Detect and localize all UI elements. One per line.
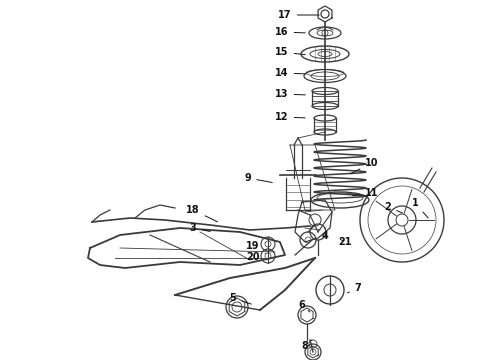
Text: 13: 13 [275,89,305,99]
Text: 8: 8 [301,340,312,351]
Text: 16: 16 [275,27,305,37]
Text: 4: 4 [321,228,328,241]
Text: 5: 5 [230,293,251,304]
Text: 1: 1 [412,198,428,218]
Text: 15: 15 [275,47,305,57]
Text: 2: 2 [385,202,402,213]
Text: 7: 7 [347,283,362,293]
Text: 11: 11 [353,188,379,198]
Text: 20: 20 [246,252,265,262]
Text: 18: 18 [186,205,218,222]
Text: 21: 21 [338,237,352,247]
Text: 17: 17 [278,10,319,20]
Text: 12: 12 [275,112,305,122]
Text: 10: 10 [350,158,379,174]
Text: 6: 6 [298,300,310,312]
Text: 3: 3 [190,223,210,233]
Text: 14: 14 [275,68,305,78]
Text: 19: 19 [246,241,265,251]
Text: 9: 9 [245,173,272,183]
